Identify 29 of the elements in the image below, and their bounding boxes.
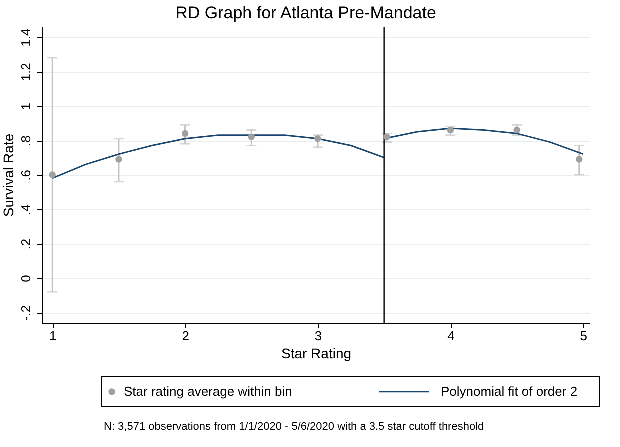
y-tick-label: .8 bbox=[18, 136, 34, 147]
x-tick-label: 4 bbox=[448, 328, 455, 344]
point bbox=[576, 156, 583, 163]
y-tick-label: 1.2 bbox=[18, 63, 34, 82]
x-tick-label: 1 bbox=[50, 328, 57, 344]
y-tick-label: -.2 bbox=[18, 306, 34, 321]
y-tick-label: 1 bbox=[18, 103, 34, 110]
point bbox=[384, 134, 390, 140]
point bbox=[49, 172, 56, 178]
point bbox=[116, 156, 122, 163]
y-tick-label: 0 bbox=[18, 275, 34, 282]
text: N: 3,571 observations from 1/1/2020 - 5/6/2020 with a 3.5 star cutoff threshold bbox=[104, 421, 484, 433]
point bbox=[314, 136, 322, 142]
point bbox=[514, 126, 520, 134]
y-axis-title: Survival Rate bbox=[0, 134, 16, 218]
point bbox=[248, 134, 255, 140]
x-tick-label: 5 bbox=[580, 328, 588, 344]
legend-label: Polynomial fit of order 2 bbox=[441, 384, 578, 399]
y-tick-label: .6 bbox=[18, 170, 34, 181]
legend-label: Star rating average within bin bbox=[124, 384, 292, 399]
y-tick-label: .2 bbox=[18, 238, 34, 250]
y-tick-label: .4 bbox=[18, 204, 34, 216]
point bbox=[182, 130, 189, 138]
x-tick-label: 2 bbox=[182, 328, 190, 344]
x-tick-label: 3 bbox=[314, 328, 322, 344]
point bbox=[447, 126, 454, 134]
y-tick-label: 1.4 bbox=[18, 28, 34, 47]
x-axis-title: Star Rating bbox=[281, 346, 352, 362]
chart-title: RD Graph for Atlanta Pre-Mandate bbox=[176, 3, 436, 22]
